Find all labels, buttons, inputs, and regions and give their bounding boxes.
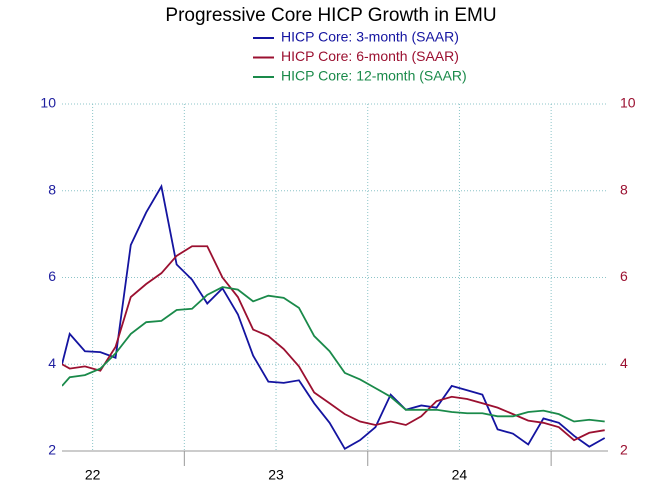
y-tick-label: 4 bbox=[48, 355, 56, 371]
chart-title: Progressive Core HICP Growth in EMU bbox=[165, 5, 496, 26]
x-tick-label: 23 bbox=[268, 467, 284, 483]
series-line bbox=[62, 183, 606, 451]
y2-tick-label: 10 bbox=[620, 95, 636, 111]
y2-tick-label: 8 bbox=[620, 181, 628, 197]
y2-tick-label: 6 bbox=[620, 268, 628, 284]
legend-label: HICP Core: 6-month (SAAR) bbox=[281, 48, 459, 64]
legend-label: HICP Core: 12-month (SAAR) bbox=[281, 68, 467, 84]
x-tick-label: 22 bbox=[85, 467, 101, 483]
y2-tick-label: 2 bbox=[620, 442, 628, 458]
x-tick-label: 24 bbox=[452, 467, 468, 483]
y-tick-label: 6 bbox=[48, 268, 56, 284]
legend-label: HICP Core: 3-month (SAAR) bbox=[281, 29, 459, 45]
series-line bbox=[62, 245, 605, 442]
y-tick-label: 10 bbox=[40, 95, 56, 111]
y-tick-label: 2 bbox=[48, 442, 56, 458]
series-line bbox=[62, 286, 605, 423]
y-tick-label: 8 bbox=[48, 181, 56, 197]
y2-tick-label: 4 bbox=[620, 355, 628, 371]
